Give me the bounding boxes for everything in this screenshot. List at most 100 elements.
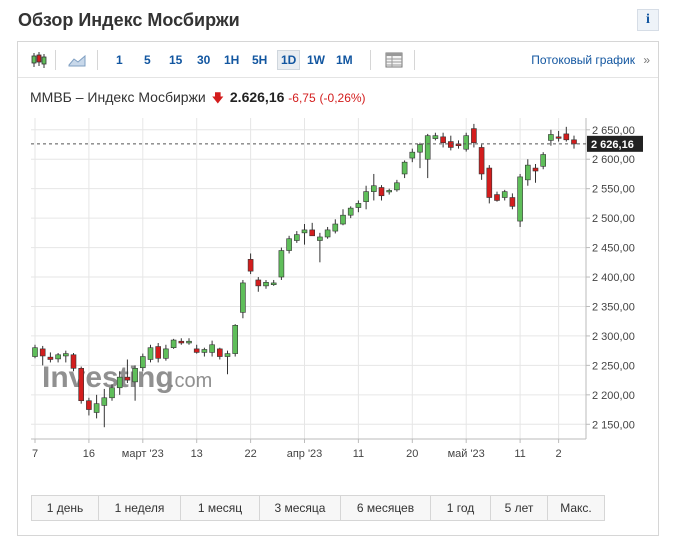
interval-15[interactable]: 15 [169, 53, 183, 67]
range-1-week[interactable]: 1 неделя [99, 496, 181, 520]
range-6-months[interactable]: 6 месяцев [341, 496, 431, 520]
candle[interactable] [486, 165, 493, 204]
candle[interactable] [124, 359, 131, 384]
candle[interactable] [93, 394, 100, 419]
x-tick-label: 20 [406, 448, 418, 460]
candle[interactable] [255, 277, 262, 292]
candle[interactable] [193, 344, 200, 354]
candle[interactable] [101, 388, 108, 428]
candle[interactable] [209, 340, 215, 357]
candle[interactable] [32, 344, 38, 359]
candle[interactable] [317, 232, 323, 263]
candle[interactable] [109, 384, 115, 401]
candle[interactable] [363, 185, 369, 210]
candle[interactable] [301, 224, 308, 245]
candle[interactable] [555, 130, 562, 142]
interval-1w[interactable]: 1W [307, 53, 325, 67]
interval-30[interactable]: 30 [197, 53, 211, 67]
candle[interactable] [178, 338, 185, 345]
candle[interactable] [332, 219, 339, 234]
candle[interactable] [532, 163, 539, 183]
candle[interactable] [286, 235, 292, 254]
candle[interactable] [116, 371, 123, 395]
candle[interactable] [309, 222, 316, 237]
range-5-years[interactable]: 5 лет [491, 496, 548, 520]
candle[interactable] [324, 226, 331, 239]
candle[interactable] [62, 350, 69, 363]
candle[interactable] [517, 173, 523, 227]
candle[interactable] [563, 126, 570, 142]
range-1-month[interactable]: 1 месяц [181, 496, 260, 520]
candle[interactable] [440, 132, 446, 148]
candle[interactable] [447, 135, 454, 151]
candle[interactable] [370, 173, 377, 201]
candle[interactable] [417, 142, 423, 169]
interval-1[interactable]: 1 [116, 53, 123, 67]
candle[interactable] [78, 366, 85, 404]
candlestick-icon[interactable] [29, 50, 49, 70]
candle[interactable] [186, 338, 192, 345]
candle[interactable] [432, 132, 439, 141]
candle[interactable] [70, 353, 77, 372]
candle[interactable] [201, 347, 208, 357]
candle[interactable] [509, 193, 516, 210]
interval-1m[interactable]: 1M [336, 53, 353, 67]
candle[interactable] [47, 352, 54, 363]
info-button[interactable]: i [637, 9, 659, 31]
interval-1h[interactable]: 1H [224, 53, 240, 67]
candle[interactable] [217, 347, 223, 360]
candle[interactable] [232, 324, 238, 357]
candle[interactable] [401, 160, 408, 179]
candle[interactable] [170, 338, 177, 349]
interval-1d[interactable]: 1D [277, 50, 301, 70]
candle[interactable] [409, 148, 416, 163]
candle[interactable] [55, 353, 61, 363]
toolbar-separator [97, 50, 98, 70]
candle-body [86, 400, 92, 410]
interval-5[interactable]: 5 [144, 53, 151, 67]
range-1-year[interactable]: 1 год [431, 496, 491, 520]
candle[interactable] [263, 279, 269, 289]
candle[interactable] [455, 140, 462, 149]
range-max[interactable]: Макс. [548, 496, 604, 520]
candle[interactable] [278, 247, 285, 280]
candle[interactable] [571, 135, 577, 149]
candle[interactable] [86, 397, 92, 416]
candle[interactable] [347, 206, 354, 219]
candle[interactable] [247, 253, 254, 275]
candle[interactable] [548, 129, 554, 146]
x-tick-label: апр '23 [287, 448, 323, 460]
candle[interactable] [540, 152, 547, 170]
candle[interactable] [463, 132, 470, 152]
table-icon[interactable] [384, 50, 404, 70]
candle[interactable] [471, 123, 477, 148]
candle[interactable] [224, 350, 231, 375]
area-chart-icon[interactable] [67, 50, 87, 70]
x-tick-label: 7 [32, 448, 38, 460]
candle[interactable] [155, 342, 161, 363]
candle[interactable] [340, 209, 346, 226]
candlestick-chart[interactable]: Investing .com 2 150,00 2 200,00 2 250,00 2… [18, 42, 658, 494]
candle[interactable] [293, 231, 300, 243]
candle[interactable] [39, 345, 46, 366]
range-3-months[interactable]: 3 месяца [260, 496, 341, 520]
candle[interactable] [524, 159, 531, 186]
x-tick-label: 13 [191, 448, 203, 460]
candle[interactable] [240, 279, 246, 319]
stream-chart-link[interactable]: Потоковый график » [531, 50, 650, 70]
candle[interactable] [394, 179, 400, 192]
candle[interactable] [140, 353, 146, 372]
candle[interactable] [355, 200, 362, 213]
candle[interactable] [132, 365, 138, 401]
candle[interactable] [270, 279, 277, 286]
candle[interactable] [494, 191, 500, 202]
candle[interactable] [501, 189, 508, 201]
candle[interactable] [163, 344, 169, 361]
candle[interactable] [478, 144, 485, 180]
interval-5h[interactable]: 5H [252, 53, 268, 67]
candle[interactable] [424, 133, 431, 179]
candle[interactable] [147, 344, 154, 363]
range-1-day[interactable]: 1 день [32, 496, 99, 520]
candle[interactable] [378, 185, 385, 201]
candle[interactable] [386, 188, 393, 195]
